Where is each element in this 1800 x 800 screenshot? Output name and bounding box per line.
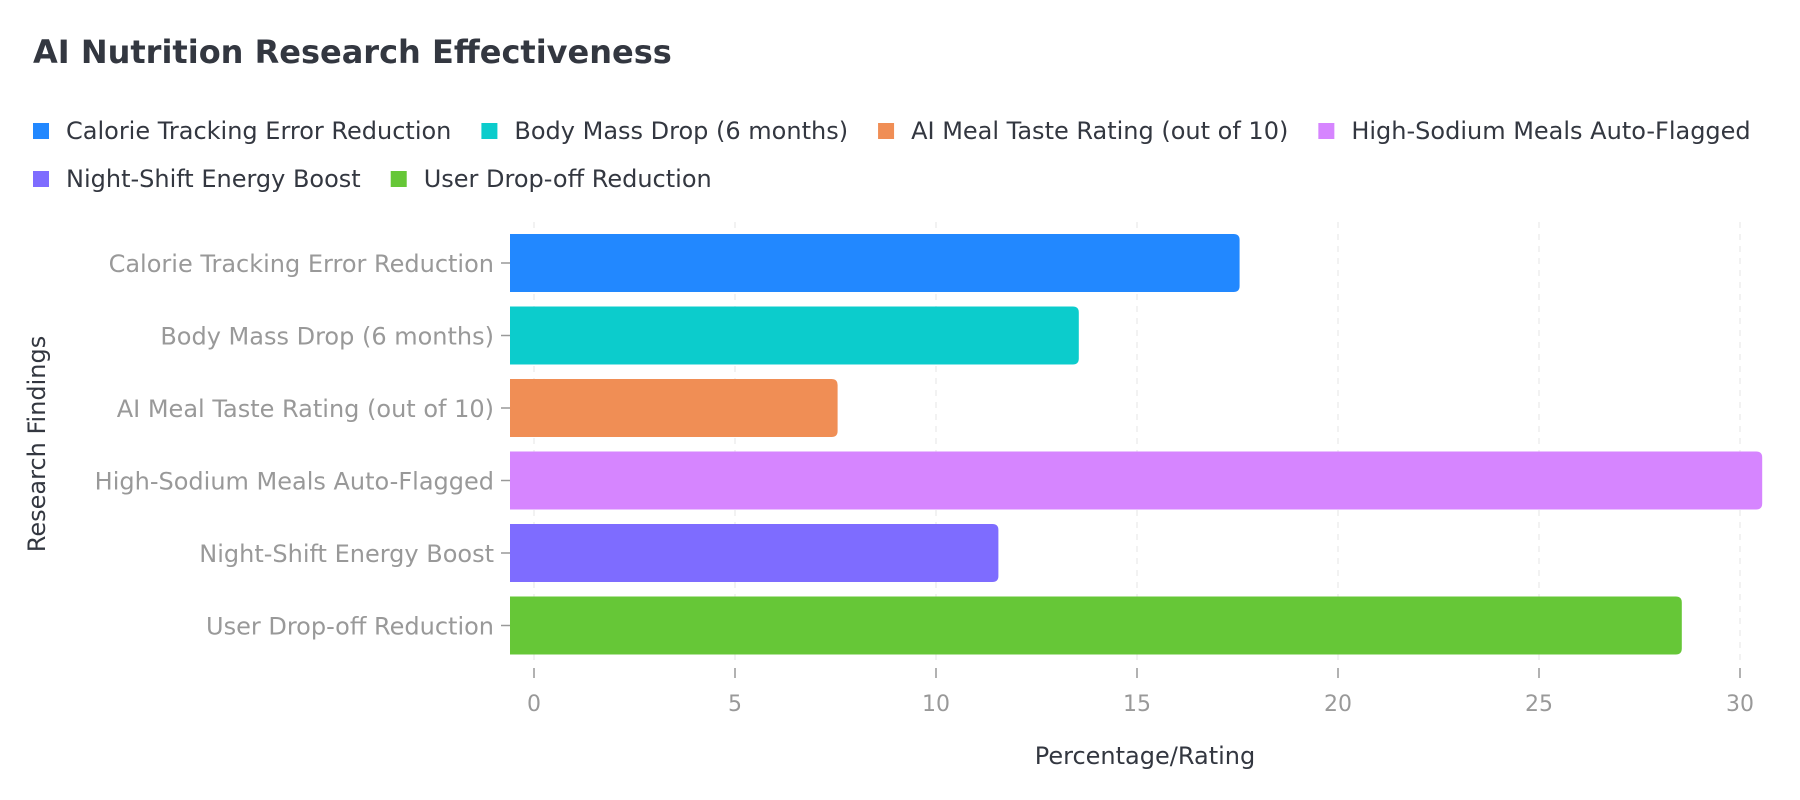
legend: Calorie Tracking Error Reduction Body Mas… <box>33 117 1751 193</box>
y-axis-title: Research Findings <box>23 336 51 553</box>
legend-swatch <box>33 171 49 187</box>
category-label: Body Mass Drop (6 months) <box>160 323 494 351</box>
legend-swatch <box>481 123 498 139</box>
category-label: AI Meal Taste Rating (out of 10) <box>117 395 494 423</box>
bar <box>510 234 1240 292</box>
x-tick-label: 15 <box>1123 692 1151 717</box>
x-tick-label: 0 <box>527 692 541 717</box>
category-label: User Drop-off Reduction <box>206 613 494 641</box>
chart-title: AI Nutrition Research Effectiveness <box>33 33 672 71</box>
x-tick-label: 25 <box>1525 692 1553 717</box>
legend-swatch <box>878 123 895 139</box>
legend-label: User Drop-off Reduction <box>424 165 712 193</box>
bar <box>510 451 1763 510</box>
legend-label: AI Meal Taste Rating (out of 10) <box>911 117 1288 145</box>
category-label: High-Sodium Meals Auto-Flagged <box>95 468 494 496</box>
x-tick-label: 10 <box>922 692 950 717</box>
bars <box>510 234 1763 655</box>
category-labels: Calorie Tracking Error Reduction Body Mas… <box>95 250 510 641</box>
legend-label: Night-Shift Energy Boost <box>66 165 361 193</box>
legend-swatch <box>390 171 407 187</box>
legend-swatch <box>33 123 49 139</box>
x-axis: 0 5 10 15 20 25 30 <box>527 668 1754 717</box>
category-label: Calorie Tracking Error Reduction <box>109 250 494 278</box>
bar <box>510 306 1079 365</box>
legend-label: Body Mass Drop (6 months) <box>514 117 848 145</box>
legend-label: High-Sodium Meals Auto-Flagged <box>1351 117 1750 145</box>
category-label: Night-Shift Energy Boost <box>199 540 494 568</box>
bar <box>510 596 1682 655</box>
legend-label: Calorie Tracking Error Reduction <box>66 117 451 145</box>
x-tick-label: 5 <box>728 692 742 717</box>
bar <box>510 379 838 437</box>
grid <box>533 222 1741 660</box>
x-tick-label: 30 <box>1726 692 1754 717</box>
x-axis-title: Percentage/Rating <box>1035 742 1255 770</box>
x-tick-label: 20 <box>1324 692 1352 717</box>
legend-swatch <box>1318 123 1335 139</box>
bar <box>510 524 999 582</box>
